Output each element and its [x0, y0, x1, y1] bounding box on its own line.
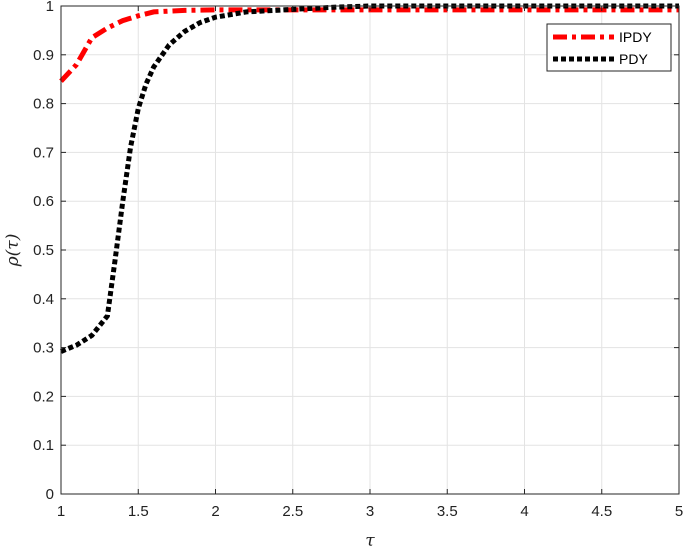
x-tick-label: 5 — [675, 503, 683, 520]
y-tick-label: 0.8 — [33, 96, 54, 113]
y-tick-label: 0.4 — [33, 291, 54, 308]
y-axis-label: ρ(τ) — [3, 234, 23, 268]
axis-ticks: 1 1.5 2 2.5 3 3.5 4 4.5 5 0 0.1 0.2 0.3 0.4 0.5 0.6 0.7 0… — [33, 0, 683, 520]
x-tick-label: 4 — [520, 503, 528, 520]
x-tick-label: 4.5 — [591, 503, 612, 520]
x-tick-label: 3 — [366, 503, 374, 520]
legend-label-ipdy: IPDY — [619, 29, 652, 45]
y-tick-label: 0.9 — [33, 47, 54, 64]
series-line-pdy — [60, 3, 679, 354]
x-axis-label: τ — [365, 531, 375, 551]
x-tick-label: 3.5 — [437, 503, 458, 520]
x-tick-label: 2 — [211, 503, 219, 520]
y-tick-label: 0.6 — [33, 193, 54, 210]
grid-lines — [61, 6, 679, 494]
legend-label-pdy: PDY — [619, 51, 648, 67]
y-tick-label: 0.7 — [33, 144, 54, 161]
x-tick-label: 2.5 — [282, 503, 303, 520]
legend-box — [546, 23, 672, 72]
y-tick-label: 0.2 — [33, 388, 54, 405]
legend: IPDY PDY — [546, 23, 672, 72]
x-tick-label: 1 — [57, 503, 65, 520]
y-tick-label: 0 — [46, 486, 54, 503]
y-tick-label: 0.5 — [33, 242, 54, 259]
y-tick-label: 0.3 — [33, 340, 54, 357]
x-tick-label: 1.5 — [128, 503, 149, 520]
y-tick-label: 0.1 — [33, 437, 54, 454]
y-tick-label: 1 — [46, 0, 54, 15]
